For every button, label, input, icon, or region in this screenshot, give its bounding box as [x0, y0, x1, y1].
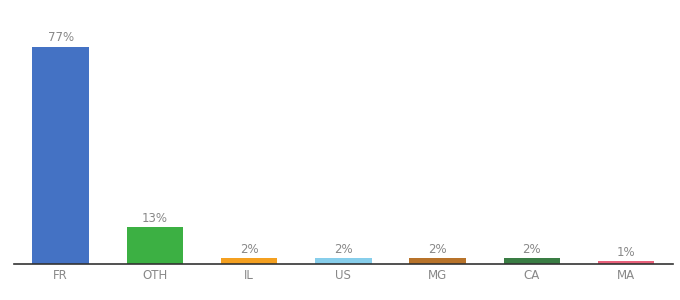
Text: 2%: 2%: [240, 243, 258, 256]
Text: 2%: 2%: [334, 243, 353, 256]
Bar: [221, 258, 277, 264]
Bar: [315, 258, 372, 264]
Text: 77%: 77%: [48, 31, 73, 44]
Text: 2%: 2%: [428, 243, 447, 256]
Bar: [409, 258, 466, 264]
Bar: [126, 227, 183, 264]
Bar: [504, 258, 560, 264]
Bar: [598, 261, 654, 264]
Text: 1%: 1%: [617, 246, 635, 259]
Bar: [33, 46, 89, 264]
Text: 13%: 13%: [142, 212, 168, 225]
Text: 2%: 2%: [522, 243, 541, 256]
